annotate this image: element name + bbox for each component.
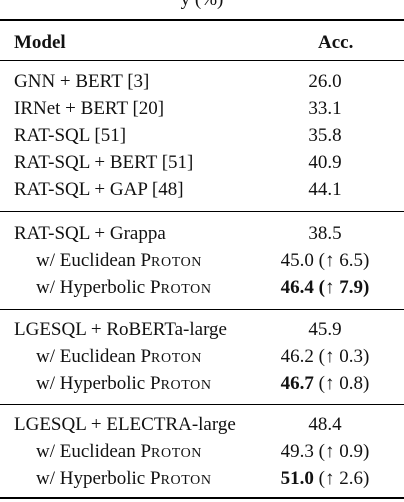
header-rule xyxy=(0,60,404,61)
table-caption-fragment: y (%) xyxy=(0,0,404,9)
accuracy-value: 38.5 xyxy=(308,223,342,244)
accuracy-value-best: 46.4 (↑ 7.9) xyxy=(280,277,370,298)
table-row: w/ Euclidean PROTON 49.3 (↑ 0.9) xyxy=(0,438,404,465)
table-row: RAT-SQL [51] 35.8 xyxy=(0,122,404,149)
accuracy-value: 45.9 xyxy=(308,319,342,340)
header-row: Model Acc. xyxy=(0,30,404,56)
table-row: w/ Hyperbolic PROTON 46.7 (↑ 0.8) xyxy=(0,370,404,397)
table-row: w/ Euclidean PROTON 45.0 (↑ 6.5) xyxy=(0,247,404,274)
accuracy-value-best: 46.7 (↑ 0.8) xyxy=(280,373,370,394)
accuracy-value-best: 51.0 (↑ 2.6) xyxy=(280,468,370,489)
accuracy-value: 44.1 xyxy=(308,179,342,200)
accuracy-value: 26.0 xyxy=(308,71,342,92)
header-accuracy: Acc. xyxy=(318,32,354,53)
model-name: w/ Euclidean PROTON xyxy=(36,346,203,367)
model-name: RAT-SQL + BERT [51] xyxy=(14,152,194,173)
table-row: RAT-SQL + BERT [51] 40.9 xyxy=(0,149,404,176)
model-name: w/ Euclidean PROTON xyxy=(36,250,203,271)
model-name: w/ Hyperbolic PROTON xyxy=(36,277,212,298)
model-name: LGESQL + ELECTRA-large xyxy=(14,414,236,435)
accuracy-value: 45.0 (↑ 6.5) xyxy=(280,250,370,271)
model-name: GNN + BERT [3] xyxy=(14,71,150,92)
table-row: w/ Hyperbolic PROTON 51.0 (↑ 2.6) xyxy=(0,465,404,492)
model-name: w/ Hyperbolic PROTON xyxy=(36,468,212,489)
accuracy-value: 35.8 xyxy=(308,125,342,146)
group-rule xyxy=(0,404,404,405)
table-row: GNN + BERT [3] 26.0 xyxy=(0,68,404,95)
model-name: LGESQL + RoBERTa-large xyxy=(14,319,227,340)
table-row: LGESQL + RoBERTa-large 45.9 xyxy=(0,316,404,343)
model-name: IRNet + BERT [20] xyxy=(14,98,165,119)
table-row: RAT-SQL + Grappa 38.5 xyxy=(0,220,404,247)
accuracy-value: 40.9 xyxy=(308,152,342,173)
group-rule xyxy=(0,211,404,212)
group-rule xyxy=(0,309,404,310)
model-name: RAT-SQL [51] xyxy=(14,125,127,146)
accuracy-value: 46.2 (↑ 0.3) xyxy=(280,346,370,367)
table-row: IRNet + BERT [20] 33.1 xyxy=(0,95,404,122)
model-name: RAT-SQL + GAP [48] xyxy=(14,179,184,200)
top-rule xyxy=(0,19,404,21)
model-name: RAT-SQL + Grappa xyxy=(14,223,166,244)
table-row: RAT-SQL + GAP [48] 44.1 xyxy=(0,176,404,203)
table-row: w/ Hyperbolic PROTON 46.4 (↑ 7.9) xyxy=(0,274,404,301)
header-model: Model xyxy=(14,32,66,53)
accuracy-value: 48.4 xyxy=(308,414,342,435)
table-row: w/ Euclidean PROTON 46.2 (↑ 0.3) xyxy=(0,343,404,370)
bottom-rule xyxy=(0,497,404,499)
model-name: w/ Hyperbolic PROTON xyxy=(36,373,212,394)
accuracy-value: 33.1 xyxy=(308,98,342,119)
accuracy-value: 49.3 (↑ 0.9) xyxy=(280,441,370,462)
table-row: LGESQL + ELECTRA-large 48.4 xyxy=(0,411,404,438)
model-name: w/ Euclidean PROTON xyxy=(36,441,203,462)
